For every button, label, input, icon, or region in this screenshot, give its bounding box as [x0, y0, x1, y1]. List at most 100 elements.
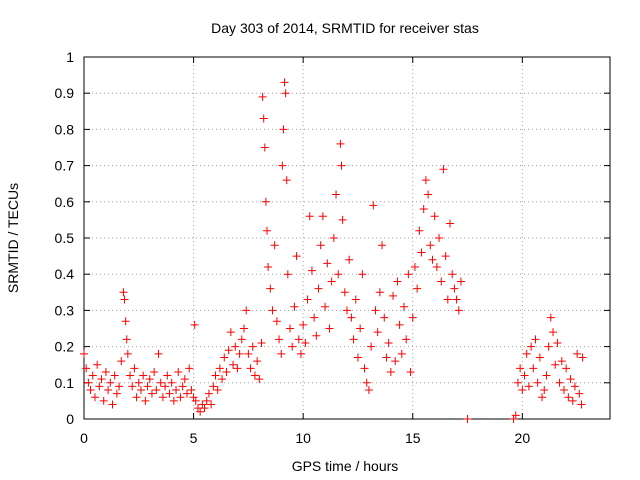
data-point: [577, 400, 586, 409]
data-point: [419, 205, 428, 214]
data-point: [97, 375, 106, 384]
data-point: [294, 335, 303, 344]
x-axis-label: GPS time / hours: [292, 458, 399, 474]
data-point: [343, 306, 351, 315]
data-point: [263, 226, 272, 235]
data-point: [156, 378, 165, 387]
y-tick-label: 0.8: [55, 121, 75, 137]
data-point: [437, 277, 446, 286]
data-point: [511, 411, 520, 420]
data-point: [180, 375, 189, 384]
data-point: [549, 328, 558, 337]
data-point: [213, 386, 222, 395]
data-point: [415, 226, 424, 235]
data-point: [395, 320, 404, 329]
data-point: [325, 324, 334, 333]
data-point: [555, 378, 564, 387]
x-tick-label: 0: [80, 430, 88, 446]
y-tick-label: 0.7: [55, 158, 75, 174]
data-point: [570, 382, 579, 391]
y-tick-label: 0.6: [55, 194, 75, 210]
data-point: [559, 386, 568, 395]
y-tick-label: 1: [66, 49, 74, 65]
data-point: [80, 349, 88, 358]
data-point: [122, 335, 131, 344]
data-point: [454, 306, 463, 315]
data-point: [258, 92, 267, 101]
data-point: [277, 349, 286, 358]
data-point: [314, 284, 323, 293]
y-tick-label: 0: [66, 411, 74, 427]
data-point: [282, 176, 291, 185]
data-point: [378, 241, 387, 250]
data-point: [349, 335, 358, 344]
data-point: [327, 277, 336, 286]
data-point: [224, 346, 233, 355]
data-point: [235, 349, 244, 358]
data-point: [231, 342, 240, 351]
data-point: [347, 313, 356, 322]
data-point: [158, 393, 167, 402]
data-point: [106, 378, 115, 387]
data-point: [408, 313, 417, 322]
data-point: [270, 241, 279, 250]
data-point: [88, 371, 97, 380]
data-point: [132, 393, 141, 402]
data-point: [126, 371, 135, 380]
data-point: [533, 378, 542, 387]
x-tick-label: 5: [190, 430, 198, 446]
data-point: [551, 360, 560, 369]
data-point: [84, 378, 93, 387]
data-point: [110, 371, 119, 380]
data-point: [384, 338, 393, 347]
data-point: [115, 382, 124, 391]
data-point: [211, 371, 220, 380]
data-point: [316, 241, 325, 250]
data-point: [430, 212, 439, 221]
data-point: [222, 367, 231, 376]
data-point: [220, 353, 229, 362]
data-point: [516, 364, 525, 373]
data-point: [112, 389, 121, 398]
data-point: [204, 389, 213, 398]
data-point: [169, 396, 178, 405]
data-point: [183, 389, 192, 398]
data-point: [95, 382, 104, 391]
data-point: [375, 288, 384, 297]
data-point: [259, 114, 268, 123]
data-point: [546, 313, 555, 322]
data-point: [564, 393, 573, 402]
data-point: [391, 357, 400, 366]
data-point: [280, 78, 289, 87]
data-point: [268, 306, 277, 315]
data-point: [215, 364, 224, 373]
data-point: [261, 197, 270, 206]
data-point: [456, 277, 465, 286]
data-point: [421, 176, 430, 185]
data-point: [200, 404, 209, 413]
data-point: [310, 313, 319, 322]
data-point: [397, 349, 406, 358]
data-point: [152, 386, 161, 395]
data-point: [524, 382, 533, 391]
data-point: [432, 262, 441, 271]
data-point: [367, 342, 376, 351]
data-point: [154, 349, 163, 358]
data-point: [123, 349, 132, 358]
data-point: [575, 389, 584, 398]
data-points: [80, 78, 587, 423]
data-point: [283, 270, 292, 279]
data-point: [90, 393, 99, 402]
data-point: [386, 367, 395, 376]
data-point: [279, 125, 288, 134]
data-point: [332, 190, 341, 199]
data-point: [340, 288, 349, 297]
data-point: [393, 277, 402, 286]
data-point: [307, 266, 316, 275]
x-tick-label: 10: [295, 430, 311, 446]
data-point: [410, 262, 419, 271]
data-point: [448, 270, 457, 279]
data-point: [323, 259, 332, 268]
data-point: [535, 353, 544, 362]
data-point: [139, 371, 148, 380]
